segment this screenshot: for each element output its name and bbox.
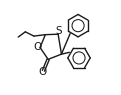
Text: O: O bbox=[33, 42, 42, 52]
Text: O: O bbox=[39, 67, 47, 78]
Text: S: S bbox=[55, 26, 62, 36]
